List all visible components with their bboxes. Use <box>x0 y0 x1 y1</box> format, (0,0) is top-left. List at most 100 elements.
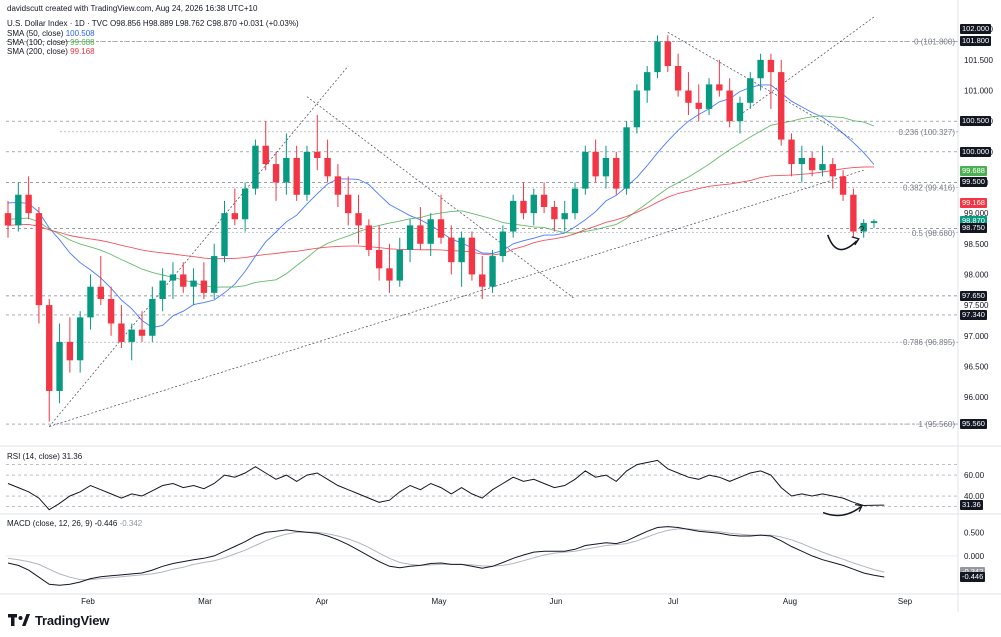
rsi-value-tag: 31.36 <box>960 500 983 511</box>
candle-body <box>705 84 713 109</box>
candle-body <box>695 102 702 109</box>
symbol-info: U.S. Dollar Index · 1D · TVC O98.856 H98… <box>7 19 299 29</box>
sma200-label: SMA (200, close) <box>7 47 68 56</box>
candle-body <box>530 194 537 214</box>
rsi-axis-label: 60.00 <box>964 471 985 480</box>
candle-body <box>778 72 785 140</box>
candle-body <box>355 213 362 226</box>
tradingview-wordmark: TradingView <box>35 612 110 628</box>
candle-body <box>767 59 775 73</box>
candle-body <box>66 341 74 361</box>
candle-body <box>716 84 723 91</box>
sma200-value: 99.168 <box>70 47 95 56</box>
sma50-label: SMA (50, close) <box>7 29 64 38</box>
price-axis-label: 98.000 <box>964 270 989 279</box>
candle-body <box>56 341 63 391</box>
fib-level-label: 0.786 (96.895) <box>903 338 955 347</box>
tradingview-brand[interactable]: TradingView <box>8 611 109 629</box>
candle-body <box>138 329 146 336</box>
candle-body <box>200 280 208 293</box>
candle-body <box>643 72 651 91</box>
candle-body <box>458 237 465 263</box>
time-axis-label: Sep <box>898 597 913 606</box>
rsi-legend[interactable]: RSI (14, close) 31.36 <box>7 452 82 462</box>
trendline <box>49 169 864 427</box>
candle-body <box>272 164 280 183</box>
macd-value: -0.446 <box>94 519 118 528</box>
macd-legend[interactable]: MACD (close, 12, 26, 9) -0.446 -0.342 <box>7 519 142 529</box>
candle-body <box>262 145 269 165</box>
time-axis-label: Apr <box>316 597 329 606</box>
price-tag: 100.500 <box>960 116 992 127</box>
candle-body <box>76 317 84 361</box>
candle-body <box>633 90 641 128</box>
candle-body <box>489 256 496 287</box>
price-tag: 99.500 <box>960 177 987 188</box>
candle-body <box>592 151 599 177</box>
candle-body <box>839 176 847 195</box>
candle-body <box>685 90 692 103</box>
candle-body <box>571 188 579 214</box>
candle-body <box>623 127 630 189</box>
rsi-value: 31.36 <box>62 452 83 461</box>
price-tag: 101.800 <box>960 36 992 47</box>
candle-body <box>448 237 455 263</box>
candle-body <box>437 219 445 238</box>
candle-body <box>427 219 434 244</box>
rsi-label: RSI (14, close) <box>7 452 60 461</box>
price-axis-label: 97.500 <box>964 301 989 310</box>
arrowhead <box>851 236 860 246</box>
candle-body <box>87 286 94 318</box>
trendline <box>48 65 349 427</box>
candle-body <box>654 41 661 73</box>
candle-body <box>46 305 53 391</box>
rsi-axis-label: 40.00 <box>964 492 985 501</box>
macd-signal-value: -0.342 <box>119 519 143 528</box>
candle-body <box>757 59 764 79</box>
ohlc-values: O98.856 H98.889 L98.762 C98.870 +0.031 (… <box>110 19 299 28</box>
candle-body <box>396 249 403 281</box>
candle-body <box>561 213 568 220</box>
candle-body <box>509 200 517 232</box>
sma200-line <box>7 166 875 260</box>
candle-body <box>499 231 507 257</box>
time-axis-label: Jun <box>550 597 563 606</box>
drawn-arrow <box>822 506 862 517</box>
candle-body <box>231 213 239 220</box>
time-axis-label: Mar <box>198 597 212 606</box>
sma200-legend[interactable]: SMA (200, close) 99.168 <box>7 47 95 57</box>
candle-body <box>808 157 816 171</box>
candle-body <box>726 90 733 122</box>
candle-body <box>107 298 115 324</box>
candle-body <box>417 225 424 244</box>
sma50-legend[interactable]: SMA (50, close) 100.508 <box>7 29 95 39</box>
candle-body <box>303 151 311 195</box>
price-tag: 95.560 <box>960 419 987 430</box>
candle-body <box>241 188 249 220</box>
price-axis-label: 96.000 <box>964 393 989 402</box>
time-axis-label: Feb <box>81 597 95 606</box>
price-axis-label: 96.500 <box>964 362 989 371</box>
price-tag: 98.870 <box>960 216 987 227</box>
candle-body <box>128 329 135 342</box>
time-axis-label: Jul <box>668 597 678 606</box>
fib-level-label: 0 (101.800) <box>914 37 955 46</box>
symbol-line: U.S. Dollar Index · 1D · TVC <box>7 19 108 28</box>
price-tag: 100.000 <box>960 146 992 157</box>
macd-label: MACD (close, 12, 26, 9) <box>7 519 93 528</box>
fib-level-label: 0.5 (98.680) <box>912 229 955 238</box>
candle-body <box>149 298 156 336</box>
price-tag: 97.340 <box>960 309 987 320</box>
candle-body <box>97 286 104 299</box>
fib-level-label: 0.236 (100.327) <box>899 128 956 137</box>
candle-body <box>4 213 12 226</box>
macd-line <box>7 526 885 586</box>
arrowhead <box>854 503 864 512</box>
macd-signal-line <box>7 528 885 581</box>
sma100-legend[interactable]: SMA (100, close) 99.688 <box>7 38 95 48</box>
macd-axis-label: 0.500 <box>964 528 985 537</box>
sma100-value: 99.688 <box>70 38 95 47</box>
candle-body <box>118 323 125 342</box>
candle-body <box>582 151 589 189</box>
